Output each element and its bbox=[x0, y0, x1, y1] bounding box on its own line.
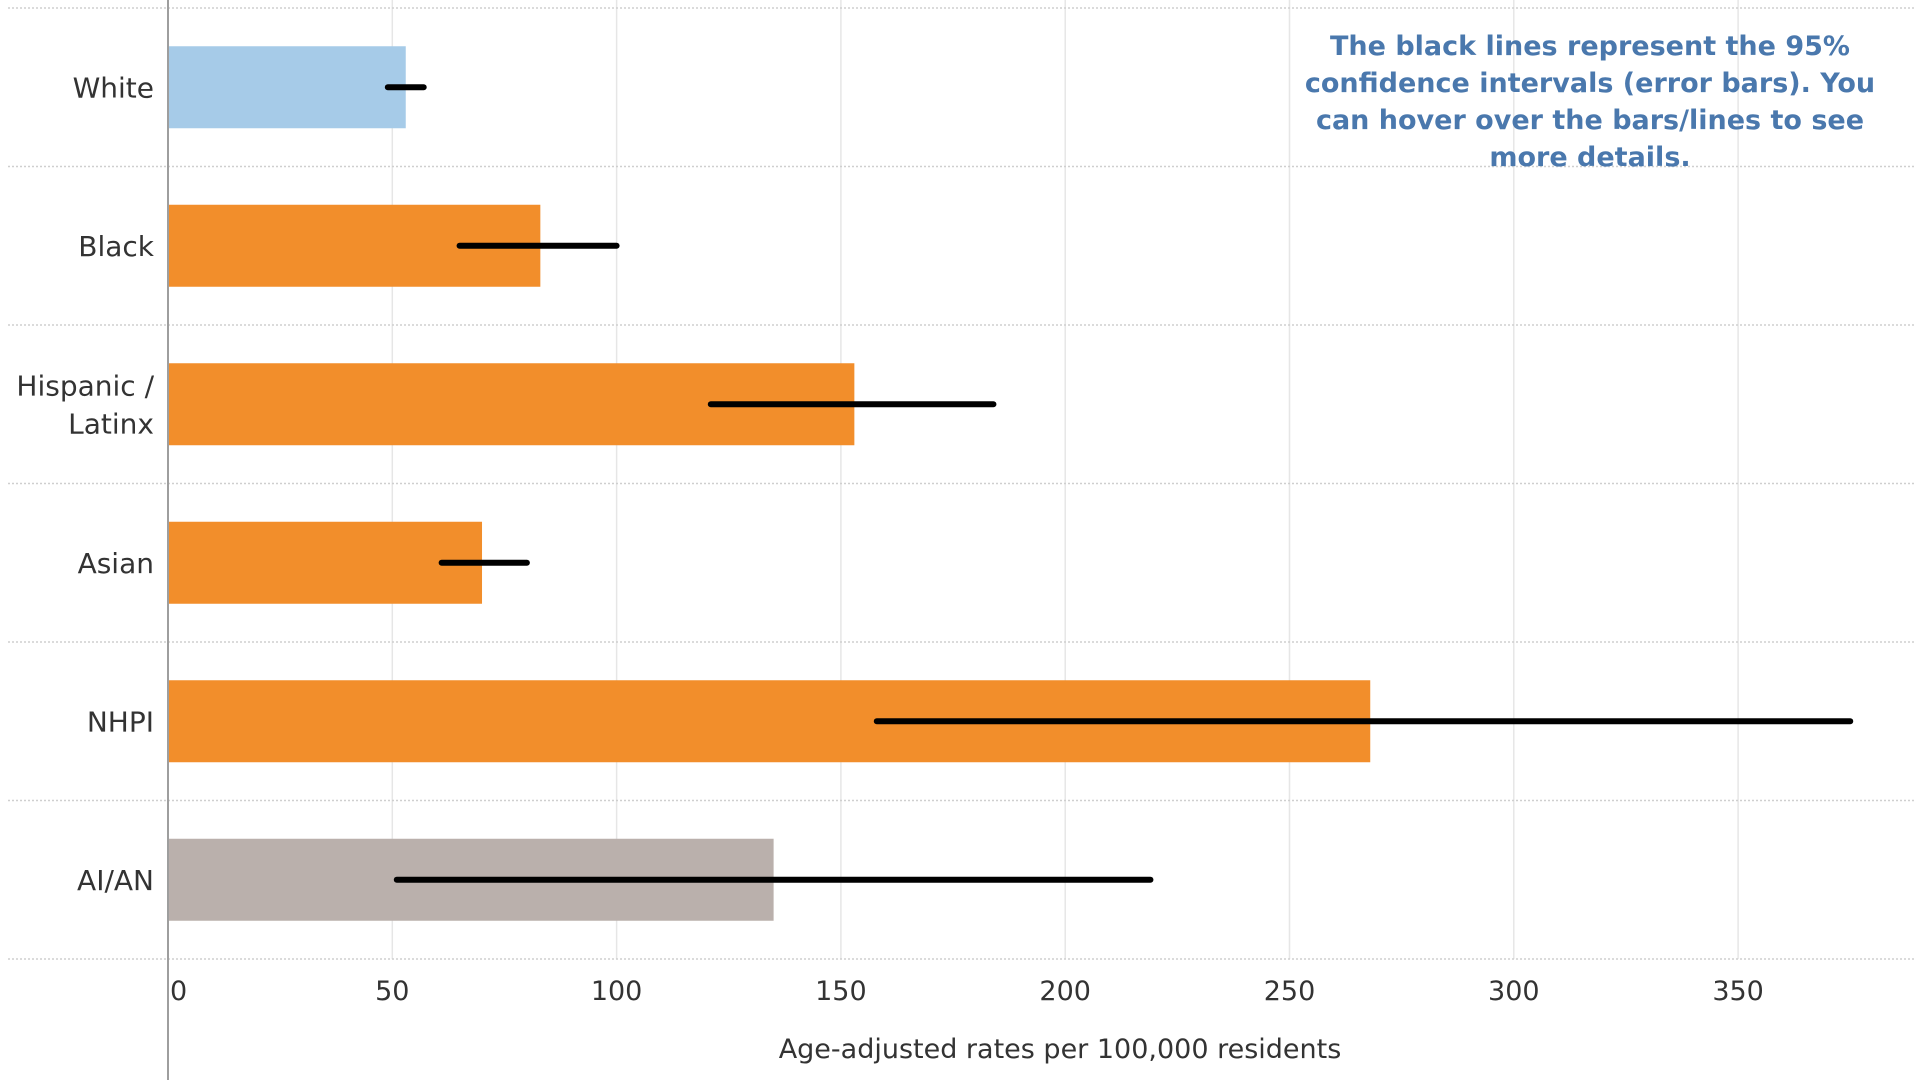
category-label: Hispanic / Latinx bbox=[16, 369, 154, 440]
category-label: NHPI bbox=[87, 705, 154, 738]
x-tick-label: 250 bbox=[1264, 976, 1316, 1007]
x-tick-label: 50 bbox=[375, 976, 409, 1007]
x-tick-label: 0 bbox=[170, 976, 187, 1007]
x-tick-label: 300 bbox=[1488, 976, 1540, 1007]
chart-annotation: The black lines represent the 95% confid… bbox=[1304, 31, 1876, 173]
bars bbox=[168, 46, 1854, 921]
category-label: Asian bbox=[78, 547, 154, 580]
category-label: AI/AN bbox=[77, 864, 154, 897]
category-label: White bbox=[73, 71, 154, 104]
x-tick-label: 100 bbox=[591, 976, 643, 1007]
x-tick-label: 150 bbox=[815, 976, 867, 1007]
x-tick-label: 200 bbox=[1039, 976, 1091, 1007]
x-tick-label: 350 bbox=[1712, 976, 1764, 1007]
x-axis-title: Age-adjusted rates per 100,000 residents bbox=[779, 1034, 1342, 1065]
x-ticks: 0 50 100 150 200 250 300 350 bbox=[170, 976, 1764, 1007]
gridlines bbox=[391, 0, 1739, 959]
bar bbox=[168, 521, 483, 604]
bar bbox=[168, 46, 406, 129]
category-label: Black bbox=[78, 230, 155, 263]
